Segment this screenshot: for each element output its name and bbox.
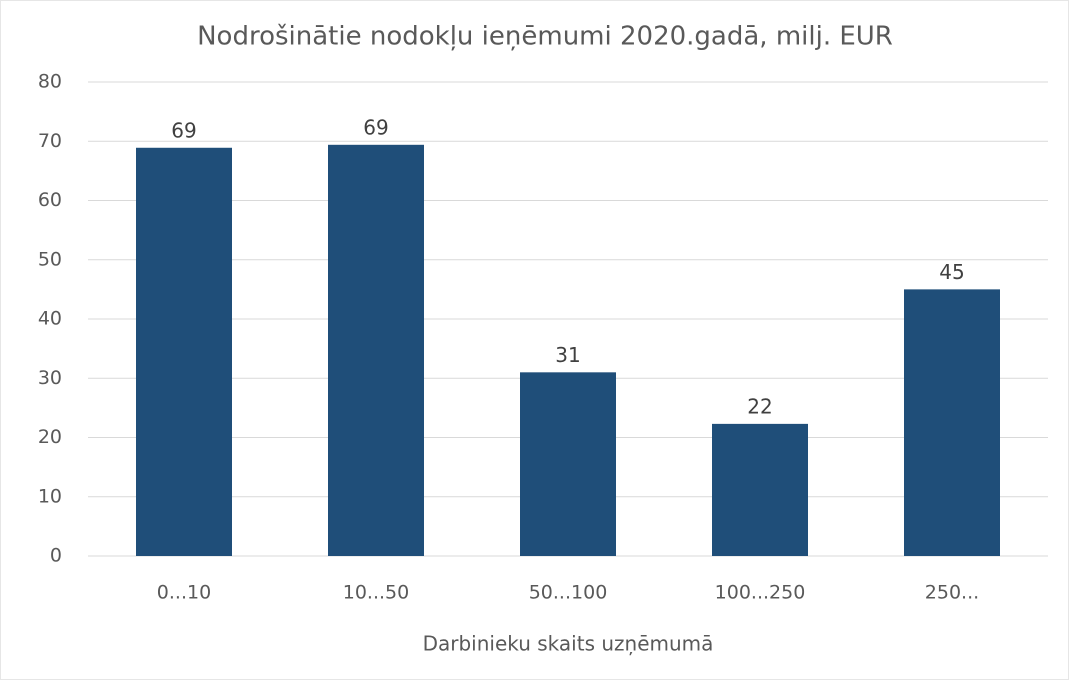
chart-title: Nodrošinātie nodokļu ieņēmumi 2020.gadā,… <box>197 22 893 52</box>
data-label: 69 <box>171 118 196 142</box>
x-axis-title: Darbinieku skaits uzņēmumā <box>423 632 714 656</box>
bar <box>136 147 232 556</box>
x-tick-label: 250... <box>925 582 979 604</box>
x-tick-label: 0...10 <box>157 582 211 604</box>
x-tick-label: 10...50 <box>343 582 409 604</box>
y-tick-label: 70 <box>38 130 62 152</box>
x-tick-label: 50...100 <box>529 582 608 604</box>
y-tick-label: 0 <box>50 545 62 567</box>
bar <box>520 372 616 556</box>
y-tick-label: 50 <box>38 248 62 270</box>
y-tick-label: 20 <box>38 426 62 448</box>
y-tick-label: 80 <box>38 71 62 93</box>
bar <box>904 289 1000 556</box>
data-label: 22 <box>747 394 772 418</box>
y-tick-label: 40 <box>38 308 62 330</box>
bar <box>712 423 808 556</box>
data-label: 69 <box>363 115 388 139</box>
data-label: 45 <box>939 260 964 284</box>
y-tick-label: 60 <box>38 189 62 211</box>
y-tick-label: 10 <box>38 485 62 507</box>
bar <box>328 144 424 556</box>
y-tick-label: 30 <box>38 367 62 389</box>
data-label: 31 <box>555 343 580 367</box>
x-tick-label: 100...250 <box>715 582 806 604</box>
